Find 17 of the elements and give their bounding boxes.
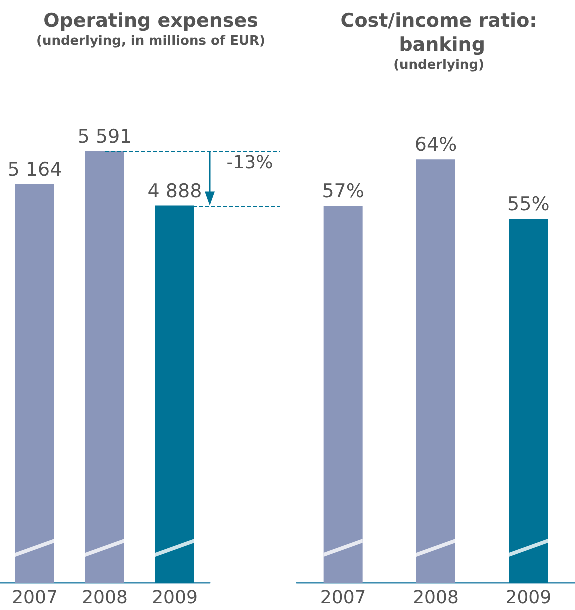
data-label: 5 164: [8, 159, 62, 182]
x-tick-label: 2007: [12, 588, 58, 608]
chart-subtitle: (underlying, in millions of EUR): [36, 34, 266, 49]
chart-title: Operating expenses: [44, 10, 258, 32]
x-tick-label: 2009: [152, 588, 198, 608]
chart-title: Cost/income ratio: banking: [340, 10, 538, 56]
x-tick-label: 2007: [320, 588, 366, 608]
x-tick-label: 2008: [413, 588, 459, 608]
text: -13%: [226, 152, 274, 174]
data-label: 64%: [414, 134, 458, 156]
data-label: 57%: [322, 180, 364, 202]
data-label: 5 591: [78, 126, 132, 148]
x-tick-label: 2009: [506, 588, 552, 608]
data-label: 55%: [508, 194, 550, 216]
x-tick-label: 2008: [82, 588, 128, 608]
data-label: 4 888: [148, 180, 202, 202]
chart-subtitle: (underlying): [394, 58, 484, 73]
